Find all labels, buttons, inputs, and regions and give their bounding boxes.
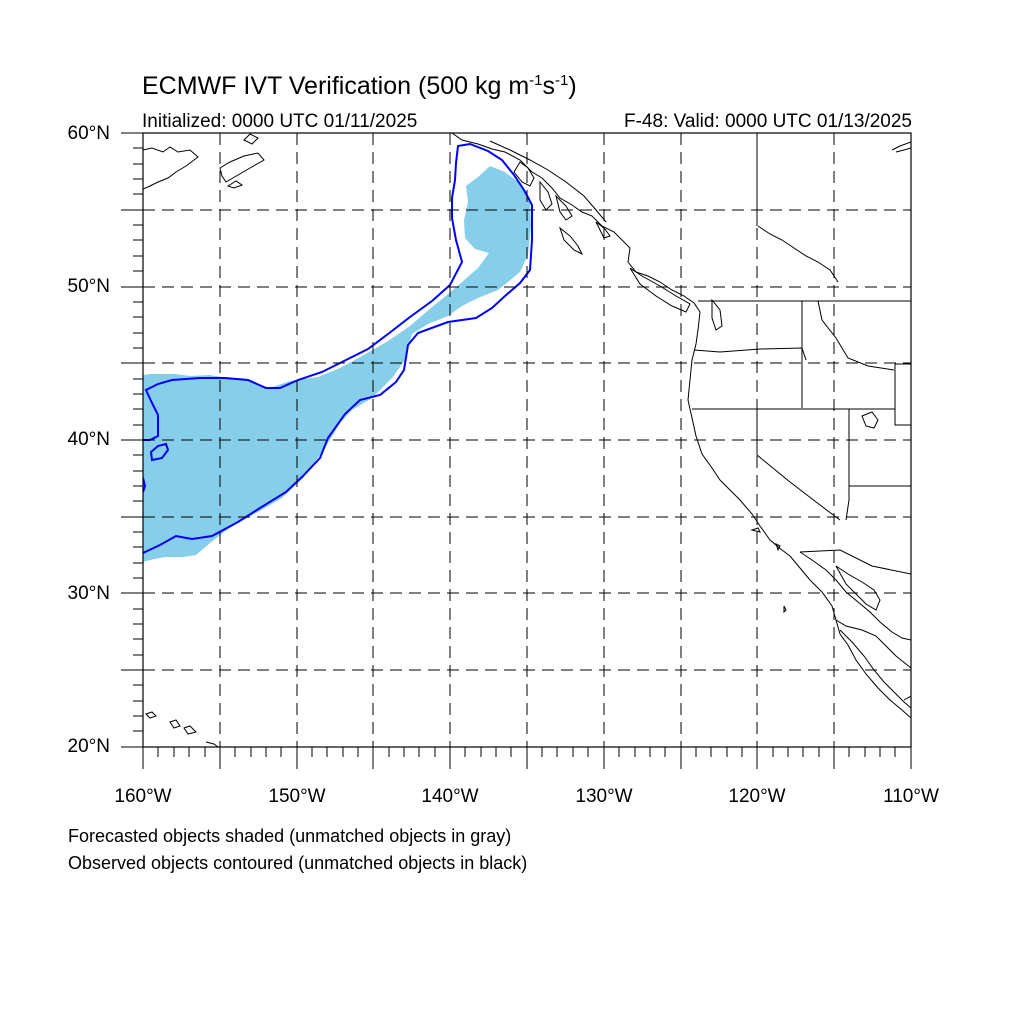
initialized-label: Initialized: 0000 UTC 01/11/2025 [142,111,418,132]
lat-label-60: 60°N [67,123,110,144]
lon-label-110w: 110°W [883,786,939,807]
title-end: ) [568,72,577,100]
legend-observed-note: Observed objects contoured (unmatched ob… [68,853,528,873]
title-main: ECMWF IVT Verification (500 kg m [142,72,530,100]
lat-label-50: 50°N [67,276,110,297]
observed-ivt-contour-fragment [143,477,147,493]
coastlines [143,133,911,747]
lon-label-150w: 150°W [268,786,326,807]
observed-ivt-contour [143,142,533,554]
forecast-ivt-object [143,166,531,562]
lat-label-30: 30°N [67,583,110,604]
political-borders [489,133,911,575]
lon-label-160w: 160°W [114,786,172,807]
title-exponent-1: -1 [529,72,543,89]
lon-label-140w: 140°W [421,786,479,807]
lat-label-40: 40°N [67,429,110,450]
axis-ticks [121,132,912,769]
title-mid: s [542,72,556,100]
lat-label-20: 20°N [67,736,110,757]
lon-label-130w: 130°W [575,786,633,807]
observed-ivt-small-contour [149,442,170,462]
valid-time-label: F-48: Valid: 0000 UTC 01/13/2025 [624,111,912,132]
lon-label-120w: 120°W [728,786,786,807]
graticule [143,133,911,747]
legend-forecast-note: Forecasted objects shaded (unmatched obj… [68,826,512,846]
map-title: ECMWF IVT Verification (500 kg m-1s-1) [142,72,577,100]
title-exponent-2: -1 [555,72,569,89]
